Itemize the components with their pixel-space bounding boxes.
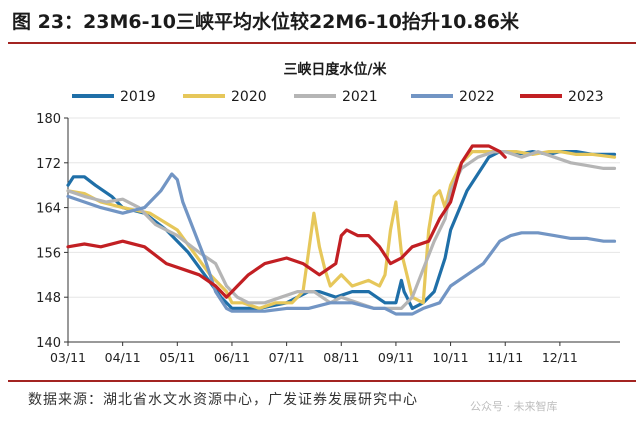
x-tick-label: 11/11 <box>487 350 523 365</box>
series-line-2019 <box>66 149 617 310</box>
x-tick-label: 12/11 <box>542 350 578 365</box>
series-line-2023 <box>66 144 507 299</box>
x-tick-label: 05/11 <box>159 350 195 365</box>
y-tick-label: 172 <box>36 157 61 172</box>
x-tick-label: 09/11 <box>378 350 414 365</box>
x-tick-label: 07/11 <box>269 350 305 365</box>
y-tick-label: 148 <box>36 291 61 306</box>
source-rule <box>8 380 636 382</box>
y-tick-labels: 140 148 156 164 172 180 <box>36 112 68 351</box>
x-tick-label: 10/11 <box>433 350 469 365</box>
legend-label-2022: 2022 <box>459 89 495 105</box>
x-tick-labels: 03/11 04/11 05/11 06/11 07/11 08/11 09/11 10/11… <box>50 342 578 365</box>
title-rule <box>8 42 636 44</box>
x-tick-label: 03/11 <box>50 350 86 365</box>
y-tick-label: 140 <box>36 336 61 351</box>
chart-title: 三峡日度水位/米 <box>283 61 387 78</box>
figure-title: 图 23：23M6-10三峡平均水位较22M6-10抬升10.86米 <box>12 11 519 33</box>
y-tick-label: 180 <box>36 112 61 127</box>
series-line-2020 <box>66 149 617 310</box>
watermark: 公众号 · 未来智库 <box>470 400 558 413</box>
series-lines <box>66 144 617 316</box>
y-tick-label: 164 <box>36 202 61 217</box>
legend-label-2020: 2020 <box>231 89 267 105</box>
series-line-2022 <box>66 172 617 316</box>
y-gridlines <box>68 117 620 298</box>
x-tick-label: 04/11 <box>105 350 141 365</box>
x-tick-label: 08/11 <box>323 350 359 365</box>
legend-label-2019: 2019 <box>120 89 156 105</box>
legend-label-2023: 2023 <box>568 89 604 105</box>
legend-label-2021: 2021 <box>342 89 378 105</box>
legend: 2019 2020 2021 2022 2023 <box>72 89 604 105</box>
source-note: 数据来源：湖北省水文水资源中心，广发证券发展研究中心 <box>28 392 418 408</box>
x-tick-label: 06/11 <box>214 350 250 365</box>
series-line-2021 <box>66 149 617 310</box>
y-tick-label: 156 <box>36 246 61 261</box>
water-level-chart: 三峡日度水位/米 2019 2020 2021 2022 2023 1401481561… <box>36 61 620 365</box>
